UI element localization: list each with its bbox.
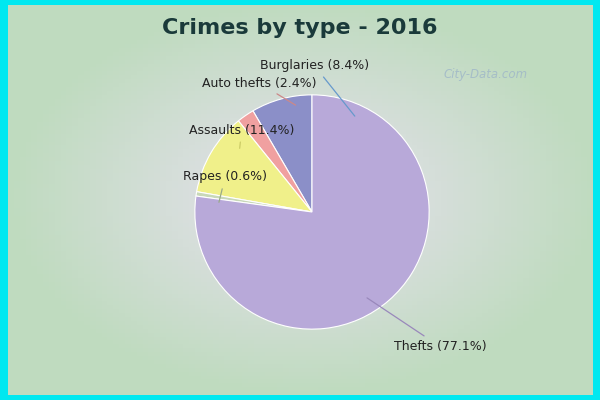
Wedge shape — [238, 111, 312, 212]
Wedge shape — [253, 95, 312, 212]
Text: Burglaries (8.4%): Burglaries (8.4%) — [260, 59, 369, 116]
Text: Rapes (0.6%): Rapes (0.6%) — [183, 170, 267, 202]
Text: Crimes by type - 2016: Crimes by type - 2016 — [162, 18, 438, 38]
Wedge shape — [197, 121, 312, 212]
Text: City-Data.com: City-Data.com — [444, 68, 528, 81]
Text: Auto thefts (2.4%): Auto thefts (2.4%) — [202, 77, 317, 105]
Text: Assaults (11.4%): Assaults (11.4%) — [189, 124, 295, 148]
Text: Thefts (77.1%): Thefts (77.1%) — [367, 298, 487, 353]
Wedge shape — [195, 95, 429, 329]
Wedge shape — [196, 192, 312, 212]
